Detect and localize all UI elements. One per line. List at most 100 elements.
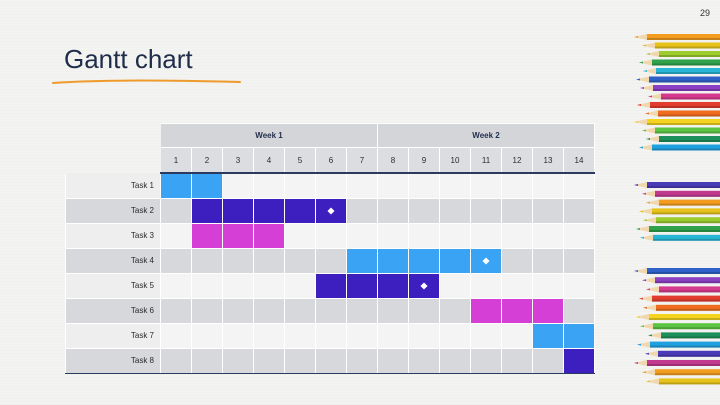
grid-cell [439,222,471,249]
grid-cell [315,297,347,324]
grid-cell [408,347,440,374]
grid-cell [501,247,533,274]
grid-cell [470,322,502,349]
pencil-icon [639,59,720,66]
grid-cell [501,322,533,349]
grid-cell [315,172,347,199]
pencil-icon [645,350,720,357]
task-label: Task 8 [65,347,161,374]
grid-cell [160,297,192,324]
pencil-icon [634,268,720,274]
pencil-icon [639,144,720,151]
task-bar-segment [191,197,223,224]
pencil-icon [637,341,720,348]
grid-cell [222,272,254,299]
grid-cell [346,222,378,249]
task-bar-segment [377,247,409,274]
grid-cell [377,172,409,199]
grid-cell [501,347,533,374]
week-header-row: Week 1 Week 2 [66,123,595,148]
task-bar-segment [160,172,192,199]
pencil-icon [646,136,720,142]
pencil-icon [642,369,720,376]
grid-cell [346,297,378,324]
week-header: Week 2 [377,123,595,148]
pencil-icon [634,119,720,125]
pencil-icon [642,42,720,49]
pencil-icon [640,234,720,241]
grid-cell [315,347,347,374]
pencil-icon [637,102,720,108]
task-bar-segment [253,197,285,224]
grid-cell [160,247,192,274]
task-bar-segment [501,297,533,324]
milestone-diamond-icon [327,206,335,215]
grid-cell [470,347,502,374]
colored-pencils-decoration [634,34,720,385]
grid-cell [439,322,471,349]
grid-cell [253,297,285,324]
pencil-icon [643,68,720,74]
task-bar-segment [191,172,223,199]
task-bar-segment [346,247,378,274]
day-header: 6 [315,147,347,174]
grid-cell [160,347,192,374]
grid-cell [346,347,378,374]
pencil-icon [642,190,720,197]
grid-cell [346,197,378,224]
task-bar-segment [253,222,285,249]
day-header: 4 [253,147,285,174]
milestone-diamond-icon [420,281,428,290]
task-bar-segment [470,247,502,274]
task-bar-segment [315,197,347,224]
grid-cell [253,172,285,199]
grid-cell [470,222,502,249]
grid-cell [501,172,533,199]
task-bar-segment [408,272,440,299]
task-label: Task 2 [65,197,161,224]
pencil-icon [646,378,720,385]
page-number: 29 [699,8,710,18]
grid-cell [563,247,595,274]
grid-cell [563,297,595,324]
grid-cell [284,347,316,374]
task-bar-segment [532,322,564,349]
grid-cell [284,247,316,274]
grid-cell [346,172,378,199]
task-label: Task 3 [65,222,161,249]
grid-cell [563,172,595,199]
task-bar-segment [222,222,254,249]
grid-cell [253,322,285,349]
pencil-icon [643,217,720,224]
grid-cell [408,172,440,199]
grid-cell [315,322,347,349]
pencil-icon [640,85,720,91]
grid-cell [470,197,502,224]
grid-cell [439,272,471,299]
task-row: Task 5 [65,272,595,299]
pencil-icon [639,295,720,302]
grid-cell [284,172,316,199]
grid-cell [191,297,223,324]
header-spacer [66,148,161,174]
pencil-icon [640,323,720,330]
header-spacer [66,124,161,148]
grid-cell [284,297,316,324]
grid-cell [439,347,471,374]
task-row: Task 3 [65,222,595,249]
day-header: 8 [377,147,409,174]
pencil-icon [642,127,720,134]
task-row: Task 2 [65,197,595,224]
grid-cell [253,272,285,299]
task-bar-segment [439,247,471,274]
grid-cell [439,297,471,324]
title-underline [52,79,241,84]
grid-cell [532,197,564,224]
day-header: 3 [222,147,254,174]
grid-cell [284,222,316,249]
grid-cell [191,247,223,274]
grid-cell [222,347,254,374]
task-row: Task 4 [65,247,595,274]
